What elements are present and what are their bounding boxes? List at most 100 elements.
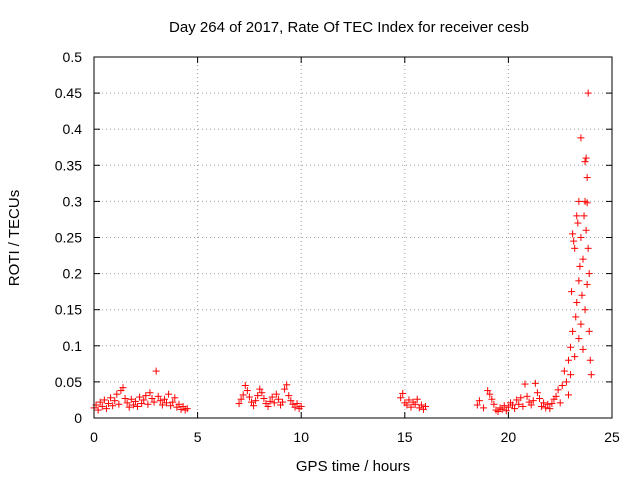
data-point [281,385,289,393]
data-point [562,378,570,386]
data-point [546,405,554,413]
data-point [111,397,119,405]
data-point [279,398,287,406]
data-point [586,356,594,364]
data-point [554,386,562,394]
data-point [581,158,589,166]
data-point [584,244,592,252]
x-axis-label: GPS time / hours [296,458,410,475]
x-tick-label: 25 [604,429,620,445]
data-point [538,402,546,410]
data-point [531,379,539,387]
data-point [237,395,245,403]
data-point [535,395,543,403]
y-tick-label: 0.35 [55,157,82,173]
data-point [109,402,117,410]
data-point [584,89,592,97]
data-point [270,399,278,407]
x-tick-label: 0 [90,429,98,445]
data-point [100,396,108,404]
data-point [542,404,550,412]
data-point [573,298,581,306]
data-point [254,392,262,400]
data-point [287,397,295,405]
y-tick-label: 0.1 [63,338,83,354]
data-point [165,390,173,398]
data-point [102,405,110,413]
data-point [582,154,590,162]
y-axis-label: ROTI / TECUs [6,190,23,286]
data-point [548,400,556,408]
data-point [119,384,127,392]
data-point [183,405,191,413]
data-point [577,320,585,328]
y-tick-label: 0.4 [63,121,83,137]
data-point [297,402,305,410]
y-tick-label: 0.5 [63,49,83,65]
data-point [258,389,266,397]
data-point [587,371,595,379]
data-point [175,400,183,408]
data-point [498,405,506,413]
data-point [571,353,579,361]
y-tick-label: 0.2 [63,266,83,282]
data-point [399,389,407,397]
data-point [154,392,162,400]
data-point [558,382,566,390]
data-point [250,402,258,410]
data-point [515,400,523,408]
x-tick-label: 15 [397,429,413,445]
data-point [105,400,113,408]
data-point [569,230,577,238]
data-point [511,405,519,413]
data-point [475,397,483,405]
data-point [422,402,430,410]
data-point [405,396,413,404]
plot-frame [93,56,613,419]
data-point [575,335,583,343]
data-point [417,401,425,409]
data-point [235,400,243,408]
data-point [252,397,260,405]
x-tick-label: 10 [293,429,309,445]
data-point [107,394,115,402]
data-point [150,398,158,406]
data-point [113,390,121,398]
data-point [504,403,512,411]
data-point [488,395,496,403]
data-point [517,394,525,402]
data-point [573,212,581,220]
data-point [245,393,253,401]
data-point [575,277,583,285]
data-point [167,402,175,410]
data-point [123,399,131,407]
data-point [243,387,251,395]
data-point [134,402,142,410]
data-point [560,367,568,375]
data-point [527,401,535,409]
data-point [568,288,576,296]
data-point [256,385,264,393]
data-point [152,367,160,375]
data-point [156,397,164,405]
data-point [127,395,135,403]
tick-labels: 0 5 10 15 20 25 0 0.05 0.1 0.15 0.2 0.25 0.3 0.35 0.4 0… [55,49,620,445]
data-point [484,387,492,395]
data-point [585,327,593,335]
y-tick-label: 0.25 [55,230,82,246]
data-point [567,343,575,351]
data-point [260,395,268,403]
chart-title: Day 264 of 2017, Rate Of TEC Index for r… [169,19,529,36]
data-point [142,392,150,400]
x-tick-label: 5 [194,429,202,445]
data-point [556,399,564,407]
data-point [576,262,584,270]
data-point [274,395,282,403]
data-point [411,400,419,408]
data-point [144,400,152,408]
data-point [509,401,517,409]
data-point [283,381,291,389]
data-point [564,391,572,399]
data-point [268,393,276,401]
data-point [413,395,421,403]
